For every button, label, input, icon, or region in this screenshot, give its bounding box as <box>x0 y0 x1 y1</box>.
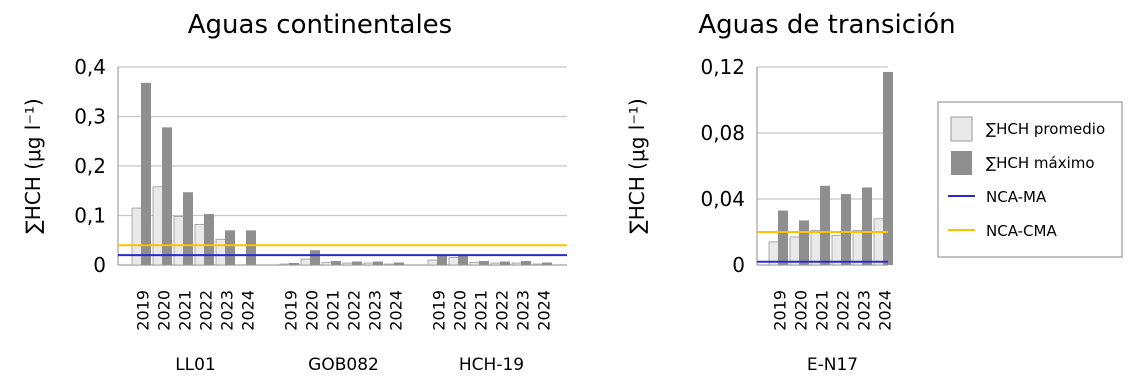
legend-label: NCA-MA <box>986 188 1047 206</box>
x-tick-label-year: 2022 <box>834 290 853 331</box>
x-tick-label-year: 2022 <box>197 290 216 331</box>
x-group-label-gob082: GOB082 <box>308 355 379 375</box>
x-tick-label-year: 2021 <box>813 290 832 331</box>
y-tick-label: 0 <box>93 253 106 277</box>
y-tick-label: 0,3 <box>74 105 106 129</box>
bar-maximo-e-n17-2021 <box>820 185 830 265</box>
bar-maximo-hch-19-2022 <box>500 261 510 265</box>
y-axis-label: ∑HCH (μg l⁻¹) <box>21 98 45 233</box>
chart-title: Aguas continentales <box>188 10 452 40</box>
bar-maximo-ll01-2021 <box>183 192 193 265</box>
bar-maximo-gob082-2019 <box>289 263 299 265</box>
y-tick-label: 0,12 <box>700 55 745 79</box>
bar-maximo-ll01-2020 <box>162 127 172 265</box>
legend-label: ∑HCH máximo <box>986 154 1095 172</box>
y-tick-label: 0,4 <box>74 55 106 79</box>
x-tick-label-year: 2020 <box>155 290 174 331</box>
legend-swatch-maximo <box>951 151 972 175</box>
x-tick-label-year: 2024 <box>876 290 895 331</box>
x-tick-label-year: 2020 <box>451 290 470 331</box>
x-tick-label-year: 2023 <box>218 290 237 331</box>
x-group-label-ll01: LL01 <box>175 355 216 375</box>
x-tick-label-year: 2022 <box>345 290 364 331</box>
chart-title: Aguas de transición <box>698 10 955 40</box>
bar-maximo-gob082-2021 <box>331 261 341 265</box>
x-tick-label-year: 2023 <box>514 290 533 331</box>
x-tick-label-year: 2024 <box>239 290 258 331</box>
legend: ∑HCH promedio ∑HCH máximo NCA-MA NCA-CMA <box>937 101 1123 258</box>
x-tick-label-year: 2020 <box>303 290 322 331</box>
bar-maximo-gob082-2022 <box>352 261 362 265</box>
bar-maximo-e-n17-2019 <box>778 210 788 265</box>
bar-maximo-e-n17-2024 <box>883 71 893 265</box>
x-group-label-e-n17: E-N17 <box>807 355 858 375</box>
bar-maximo-hch-19-2019 <box>437 255 447 265</box>
y-axis-label: ∑HCH (μg l⁻¹) <box>625 98 649 233</box>
bar-maximo-hch-19-2021 <box>479 261 489 265</box>
x-tick-label-year: 2019 <box>282 290 301 331</box>
bar-maximo-e-n17-2022 <box>841 194 851 265</box>
y-tick-label: 0,2 <box>74 154 106 178</box>
x-tick-label-year: 2021 <box>176 290 195 331</box>
x-tick-label-year: 2019 <box>134 290 153 331</box>
x-tick-label-year: 2020 <box>792 290 811 331</box>
x-tick-label-year: 2019 <box>771 290 790 331</box>
bar-maximo-e-n17-2023 <box>862 187 872 265</box>
bar-maximo-gob082-2024 <box>394 262 404 265</box>
bar-maximo-ll01-2022 <box>204 214 214 265</box>
x-tick-label-year: 2024 <box>387 290 406 331</box>
x-tick-label-year: 2019 <box>430 290 449 331</box>
bar-maximo-ll01-2019 <box>141 82 151 265</box>
panel-aguas-continentales: Aguas continentales 0 0,1 0,2 0,3 0,4 ∑HCH (μg… <box>21 10 567 375</box>
x-tick-label-year: 2023 <box>855 290 874 331</box>
x-tick-label-year: 2021 <box>324 290 343 331</box>
legend-label: ∑HCH promedio <box>986 120 1105 138</box>
y-tick-label: 0,1 <box>74 204 106 228</box>
bar-maximo-gob082-2023 <box>373 261 383 265</box>
bar-maximo-hch-19-2020 <box>458 255 468 265</box>
y-tick-label: 0 <box>732 253 745 277</box>
bar-maximo-ll01-2024 <box>246 230 256 265</box>
panel-aguas-de-transicion: Aguas de transición 0 0,04 0,08 0,12 ∑HCH (μg… <box>625 10 956 375</box>
x-tick-label-year: 2024 <box>535 290 554 331</box>
bar-maximo-ll01-2023 <box>225 230 235 265</box>
x-tick-label-year: 2022 <box>493 290 512 331</box>
x-group-label-hch-19: HCH-19 <box>459 355 524 375</box>
x-tick-label-year: 2023 <box>366 290 385 331</box>
x-tick-label-year: 2021 <box>472 290 491 331</box>
bar-maximo-hch-19-2024 <box>542 262 552 265</box>
legend-swatch-promedio <box>950 116 973 142</box>
y-tick-label: 0,08 <box>700 121 745 145</box>
legend-label: NCA-CMA <box>986 222 1057 240</box>
bar-maximo-gob082-2020 <box>310 250 320 265</box>
bar-maximo-hch-19-2023 <box>521 261 531 265</box>
y-tick-label: 0,04 <box>700 187 745 211</box>
bar-maximo-e-n17-2020 <box>799 220 809 265</box>
